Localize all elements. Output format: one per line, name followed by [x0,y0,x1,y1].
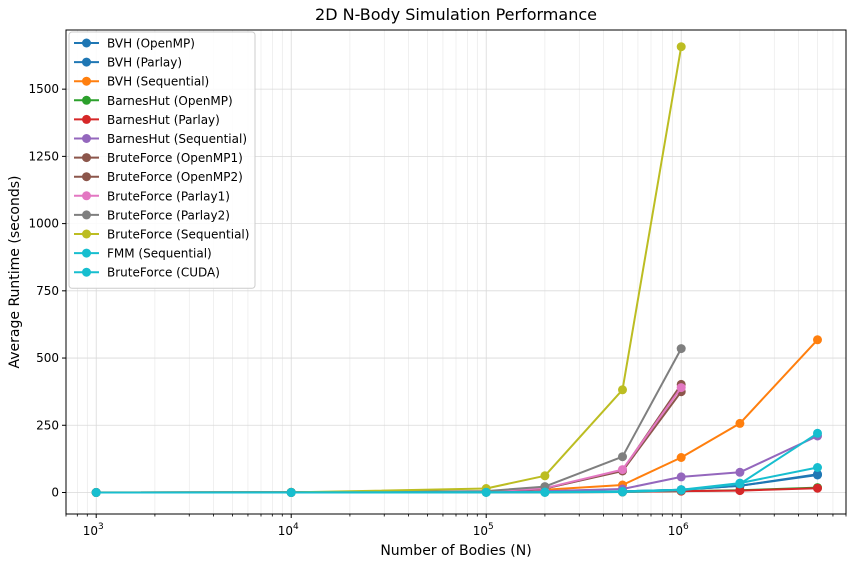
legend-item: BruteForce (Parlay1) [74,189,230,203]
chart-title: 2D N-Body Simulation Performance [315,5,597,24]
y-tick-label: 1000 [28,217,59,231]
legend-marker [82,38,91,48]
legend-marker [82,153,91,163]
data-point [735,479,745,489]
y-tick-label: 1250 [28,149,59,163]
legend-label: BruteForce (OpenMP1) [107,151,243,165]
legend-label: BVH (Parlay) [107,56,182,70]
legend-item: BruteForce (OpenMP1) [74,151,243,165]
x-tick-label: 104 [278,522,299,538]
data-point [813,470,822,480]
data-point [540,487,550,497]
legend-label: BarnesHut (Sequential) [107,132,247,146]
legend-item: BVH (OpenMP) [74,37,195,51]
legend-marker [82,267,91,277]
x-tick-label: 103 [83,522,104,538]
data-point [735,467,745,477]
legend-marker [82,95,91,105]
legend-marker [82,134,91,143]
legend-label: BarnesHut (Parlay) [107,113,220,127]
data-point [618,452,627,462]
legend-label: BVH (OpenMP) [107,37,195,51]
legend-label: BruteForce (Parlay1) [107,189,230,203]
data-point [735,486,745,496]
x-tick-label: 105 [473,522,494,538]
legend-item: BarnesHut (Sequential) [74,132,247,146]
legend-label: BVH (Sequential) [107,75,209,89]
data-point [676,383,686,393]
axis-ticks: 103 104 105 106 0 250 500 750 1000 1250 1500 [28,82,847,538]
legend-item: BruteForce (OpenMP2) [74,170,243,184]
legend-item: BruteForce (Sequential) [74,228,249,242]
legend-item: BarnesHut (Parlay) [74,113,220,127]
data-point [813,428,822,438]
data-point [618,385,627,395]
x-axis-label: Number of Bodies (N) [380,543,531,559]
legend-marker [82,229,91,239]
legend-marker [82,191,91,201]
legend-item: BruteForce (Parlay2) [74,208,230,222]
legend-item: BVH (Sequential) [74,75,209,89]
legend-marker [82,76,91,86]
legend-box [68,31,256,289]
data-point [813,483,822,493]
y-tick-label: 750 [36,284,59,298]
data-point [540,471,550,481]
series-lines [91,42,822,497]
y-tick-label: 500 [36,351,59,365]
legend-label: BarnesHut (OpenMP) [107,94,233,108]
legend-marker [82,248,91,258]
data-point [676,485,686,495]
y-tick-label: 1500 [28,82,59,96]
data-point [735,418,745,428]
x-tick-label: 106 [668,522,689,538]
data-point [618,465,627,475]
legend-item: BVH (Parlay) [74,56,182,70]
y-tick-label: 250 [36,418,59,432]
data-point [676,453,686,462]
data-point [618,487,627,497]
legend-label: BruteForce (CUDA) [107,266,220,280]
data-point [91,488,101,497]
legend-label: FMM (Sequential) [107,247,212,261]
legend-marker [82,114,91,124]
legend-item: FMM (Sequential) [74,247,212,261]
legend-item: BarnesHut (OpenMP) [74,94,233,108]
legend-label: BruteForce (OpenMP2) [107,170,243,184]
y-axis-label: Average Runtime (seconds) [7,175,23,368]
legend-marker [82,210,91,220]
data-point [286,488,296,497]
data-point [481,487,491,497]
legend: BVH (OpenMP) BVH (Parlay) BVH (Sequential)… [68,31,256,289]
legend-marker [82,172,91,182]
data-point [676,344,686,354]
series-13 [91,428,822,497]
y-tick-label: 0 [51,485,59,499]
data-point [676,42,686,52]
legend-item: BruteForce (CUDA) [74,266,220,280]
legend-marker [82,57,91,67]
data-point [813,335,822,345]
legend-label: BruteForce (Sequential) [107,228,249,242]
legend-label: BruteForce (Parlay2) [107,208,230,222]
data-point [813,463,822,472]
data-point [676,472,686,482]
series-line [96,432,819,494]
